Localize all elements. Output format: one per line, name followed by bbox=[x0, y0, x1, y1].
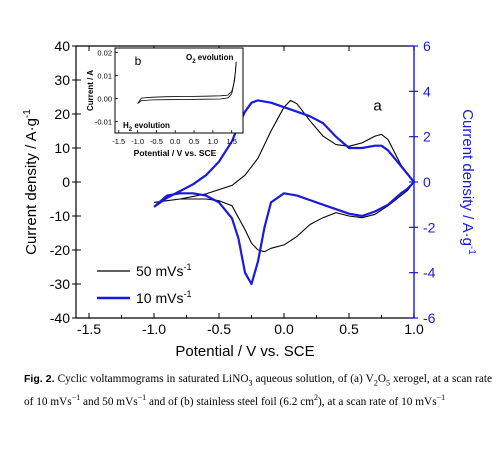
inset-y-tick-label: -0.01 bbox=[95, 118, 112, 127]
right-y-tick-label: -6 bbox=[423, 310, 436, 326]
left-y-tick-label: 20 bbox=[54, 106, 70, 122]
x-tick-label: 1.0 bbox=[404, 321, 424, 337]
inset-x-tick-label: 1.0 bbox=[208, 137, 218, 146]
left-y-tick-label: 0 bbox=[62, 174, 70, 190]
x-tick-label: 0.5 bbox=[339, 321, 359, 337]
caption-label: Fig. 2. bbox=[24, 373, 55, 385]
caption-text: ), at a scan rate of 10 mVs bbox=[318, 396, 437, 409]
x-tick-label: -1.0 bbox=[142, 321, 166, 337]
legend: 50 mVs-1 10 mVs-1 bbox=[97, 262, 191, 306]
caption-text: −1 bbox=[436, 393, 446, 403]
caption-text: 5 bbox=[385, 378, 390, 388]
x-axis-label: Potential / V vs. SCE bbox=[175, 343, 314, 360]
caption-text: Cyclic voltammograms in saturated LiNO bbox=[54, 373, 249, 385]
left-y-tick-label: 10 bbox=[54, 140, 70, 156]
right-y-tick-label: -2 bbox=[423, 219, 436, 235]
inset-chart: -1.5 -1.0 -0.5 0.0 0.5 1.0 1.5 0.02 0.01 0.00 -0.0… bbox=[86, 47, 244, 158]
left-y-tick-label: 30 bbox=[54, 72, 70, 88]
inset-x-tick-label: 0.5 bbox=[189, 137, 199, 146]
inset-y-tick-label: 0.01 bbox=[97, 72, 112, 81]
x-tick-label: -1.5 bbox=[77, 321, 101, 337]
inset-series-line bbox=[137, 61, 237, 104]
inset-x-tick-label: 0.0 bbox=[170, 137, 180, 146]
right-y-axis-label: Current density / A·g-1 bbox=[459, 109, 477, 255]
right-y-tick-label: -4 bbox=[423, 265, 436, 281]
inset-x-tick-label: -1.5 bbox=[112, 137, 125, 146]
caption-text: 2 bbox=[373, 378, 378, 388]
caption-text: xerogel, at a scan rate of 10 mVs bbox=[24, 373, 492, 409]
caption-text: aqueous solution, of (a) V bbox=[252, 373, 374, 385]
inset-x-axis-label: Potential / V vs. SCE bbox=[134, 148, 217, 158]
inset-annotation-h2: H2 evolution bbox=[123, 121, 170, 133]
inset-y-axis-label: Current / A bbox=[86, 70, 95, 111]
left-y-tick-label: 40 bbox=[54, 38, 70, 54]
left-y-tick-label: -20 bbox=[50, 242, 70, 258]
legend-label: 50 mVs-1 bbox=[136, 262, 191, 279]
right-y-tick-label: 4 bbox=[423, 83, 431, 99]
inset-frame bbox=[114, 47, 244, 134]
legend-label: 10 mVs-1 bbox=[136, 289, 191, 306]
inset-x-tick-label: 1.5 bbox=[226, 137, 236, 146]
caption-text: O bbox=[377, 373, 386, 385]
caption-text: and 50 mVs bbox=[80, 396, 138, 409]
x-tick-label: 0.0 bbox=[274, 321, 294, 337]
left-y-tick-label: -40 bbox=[50, 310, 70, 326]
caption-text: 2 bbox=[314, 393, 319, 403]
panel-label-a: a bbox=[373, 98, 382, 115]
inset-y-tick-label: 0.02 bbox=[97, 49, 112, 58]
inset-x-tick-label: -0.5 bbox=[150, 137, 163, 146]
right-y-tick-label: 6 bbox=[423, 38, 431, 54]
caption-text: −1 bbox=[137, 393, 147, 403]
inset-annotation-o2: O2 evolution bbox=[186, 53, 233, 65]
caption-text: −1 bbox=[71, 393, 81, 403]
inset-x-tick-label: -1.0 bbox=[131, 137, 144, 146]
left-y-tick-label: -10 bbox=[50, 208, 70, 224]
figure-caption: Fig. 2. Cyclic voltammograms in saturate… bbox=[24, 372, 492, 410]
caption-text: 3 bbox=[248, 378, 253, 388]
series-line-10mvs bbox=[153, 99, 416, 286]
cv-figure: -1.5 -1.0 -0.5 0.0 0.5 1.0403020100-10-20-30-… bbox=[22, 38, 477, 360]
panel-label-b: b bbox=[135, 54, 142, 68]
inset-y-tick-label: 0.00 bbox=[97, 95, 112, 104]
right-y-tick-label: 2 bbox=[423, 129, 431, 145]
left-y-axis-label: Current density / A·g-1 bbox=[22, 109, 40, 255]
caption-text: and of (b) stainless steel foil (6.2 cm bbox=[146, 396, 315, 409]
x-tick-label: -0.5 bbox=[207, 321, 231, 337]
left-y-tick-label: -30 bbox=[50, 276, 70, 292]
right-y-tick-label: 0 bbox=[423, 174, 431, 190]
main-chart: -1.5 -1.0 -0.5 0.0 0.5 1.0403020100-10-20-30-… bbox=[22, 38, 477, 360]
